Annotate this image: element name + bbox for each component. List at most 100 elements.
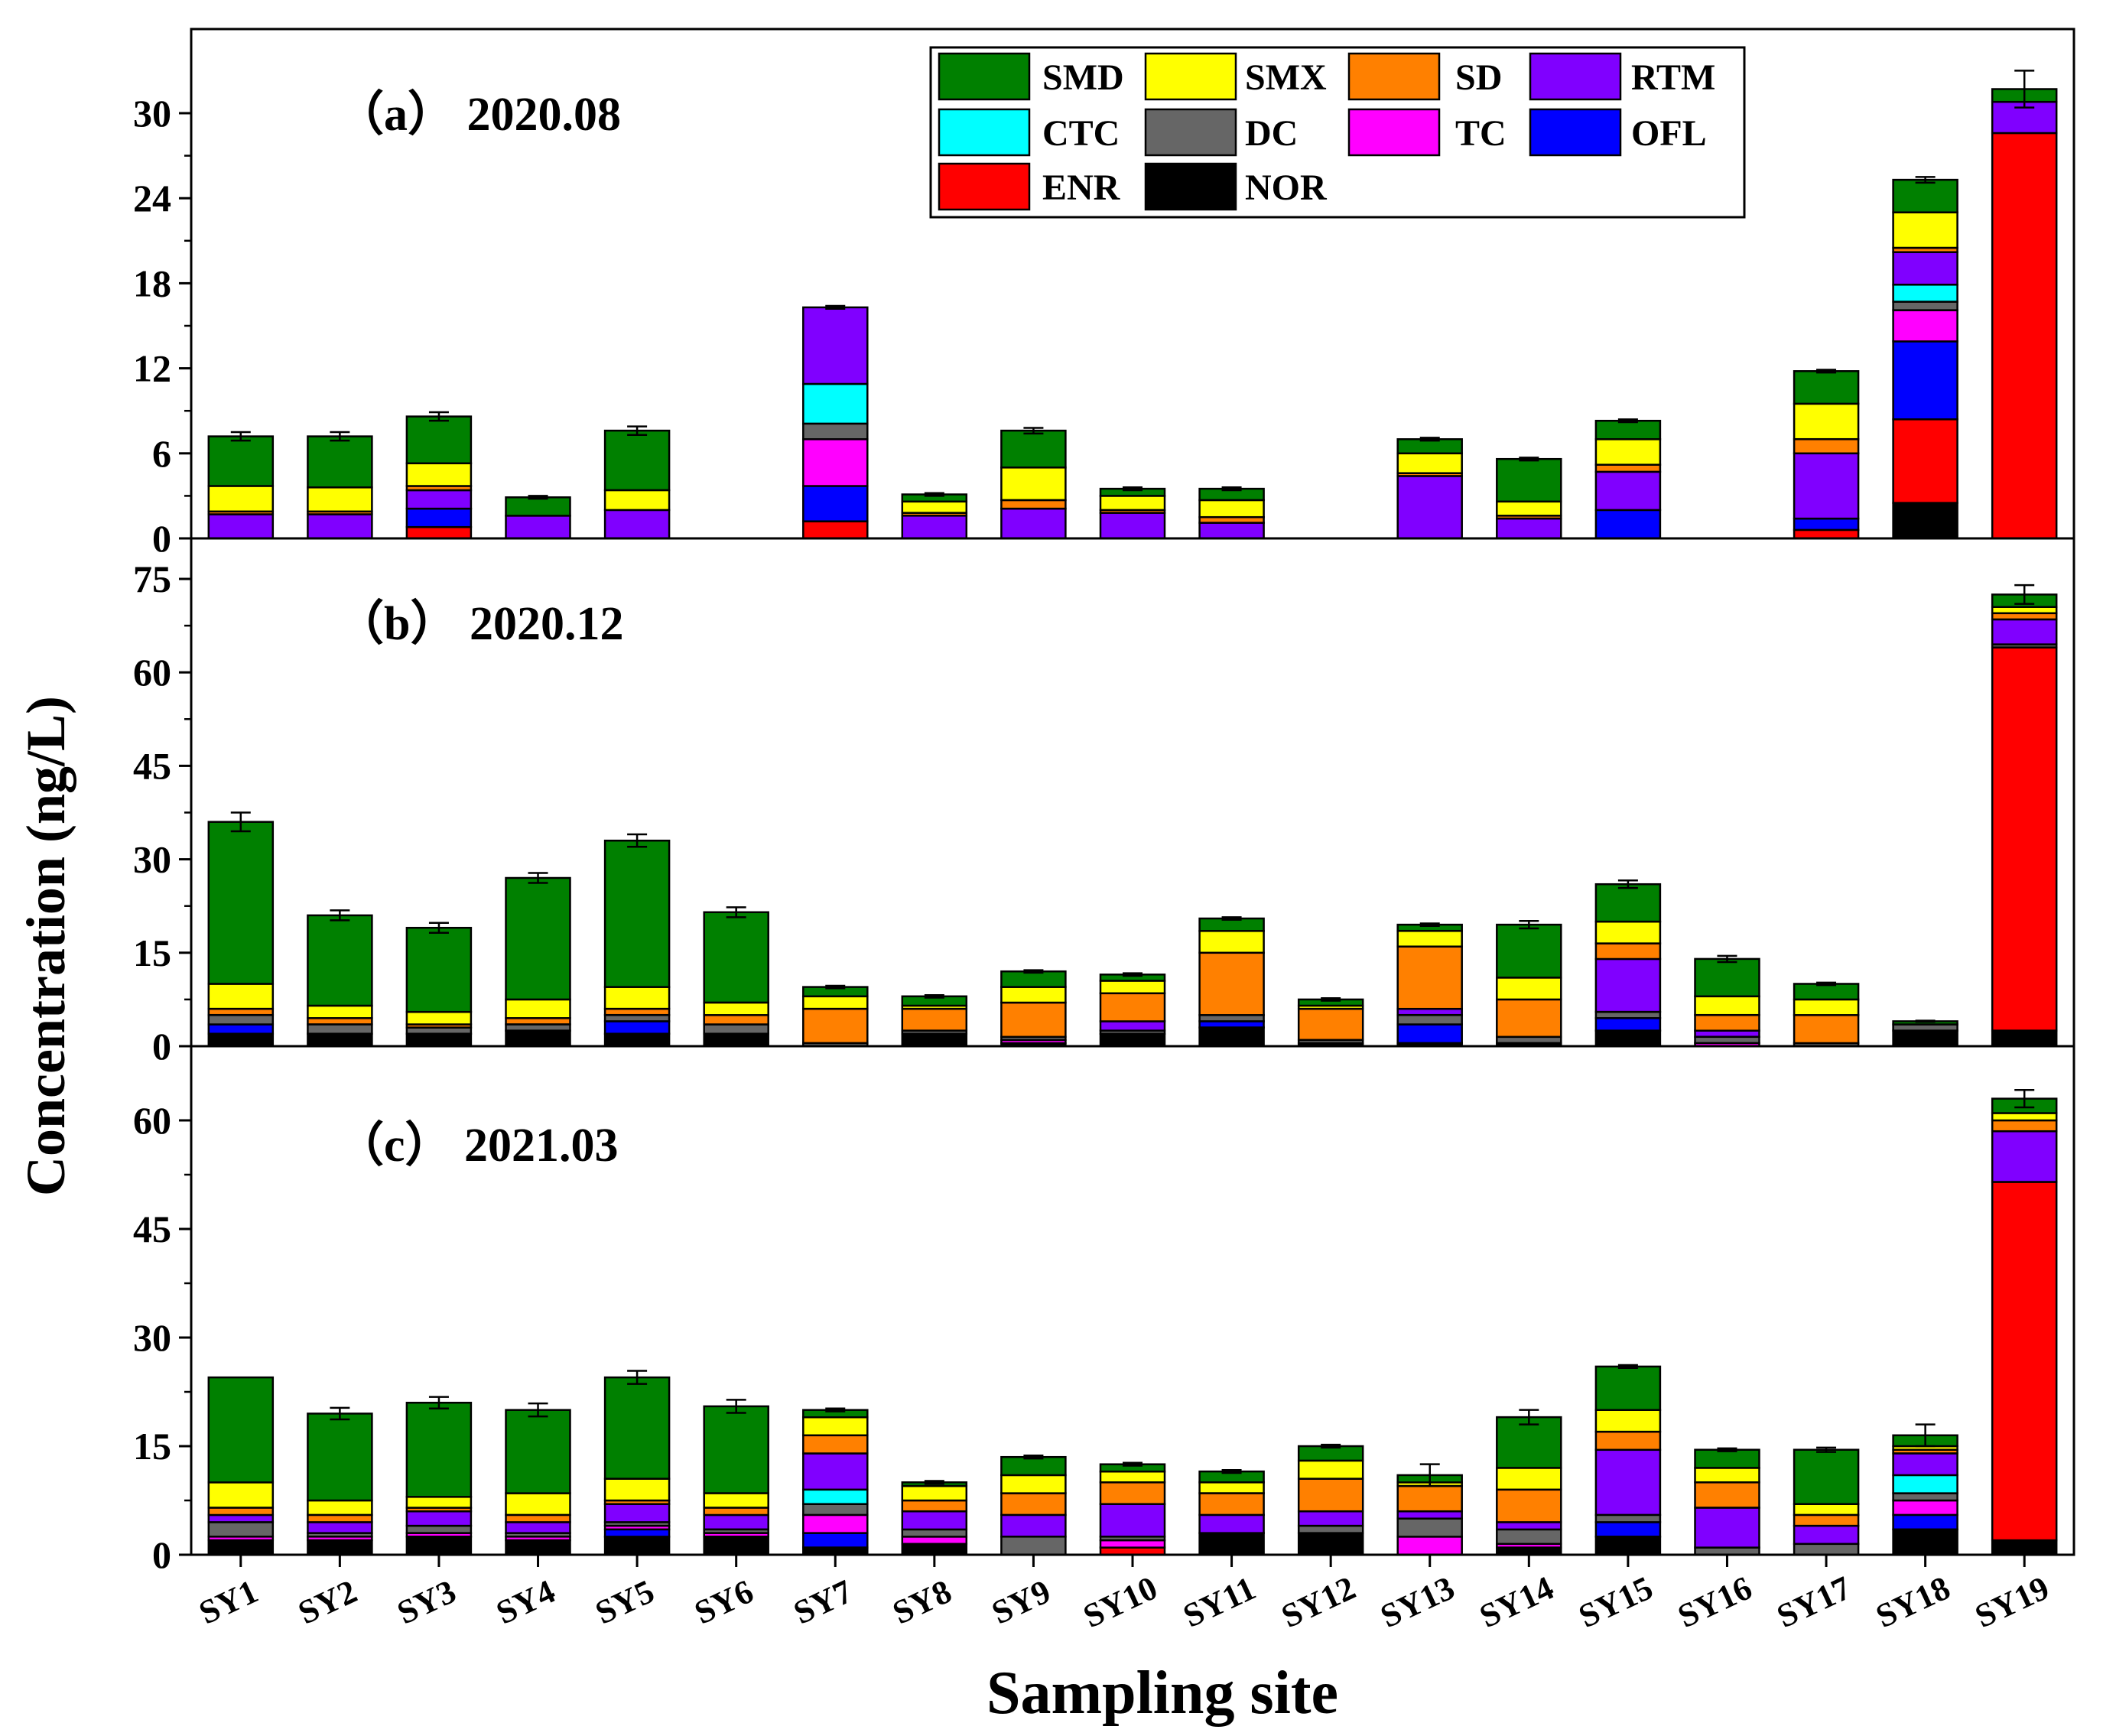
bar-segment-dc-sy15: [1594, 1010, 1662, 1019]
bar-segment-smx-sy1: [207, 983, 275, 1010]
bar-stack-SY1: [207, 811, 275, 1048]
bar-stack-SY2: [307, 431, 373, 540]
bar-segment-smd-sy17: [1793, 370, 1860, 405]
bar-segment-rtm-sy17: [1793, 1524, 1860, 1546]
bar-segment-nor-sy12: [1297, 1532, 1364, 1556]
bar-segment-ofl-sy15: [1594, 1521, 1662, 1538]
bar-segment-nor-sy15: [1594, 1029, 1662, 1048]
bar-segment-ofl-sy5: [603, 1528, 671, 1538]
bar-stack-SY15: [1594, 418, 1662, 540]
bar-segment-rtm-sy14: [1496, 1521, 1562, 1531]
bar-segment-ofl-sy13: [1396, 1023, 1463, 1045]
bar-segment-dc-sy6: [703, 1023, 769, 1035]
bar-segment-smx-sy9: [1000, 1474, 1067, 1494]
bar-segment-dc-sy16: [1694, 1035, 1760, 1045]
bar-segment-dc-sy18: [1892, 301, 1958, 311]
legend-swatch-enr: [938, 162, 1031, 211]
panel-label: （c） 2021.03: [336, 1118, 619, 1172]
bar-segment-dc-sy5: [603, 1014, 671, 1022]
bar-segment-rtm-sy15: [1594, 1448, 1662, 1517]
bar-segment-nor-sy8: [901, 1543, 968, 1556]
bar-segment-smx-sy2: [307, 486, 373, 513]
bar-segment-smx-sy11: [1198, 930, 1265, 954]
bar-stack-SY7: [802, 1407, 869, 1556]
bar-segment-rtm-sy11: [1198, 522, 1265, 540]
y-tick-label: 30: [133, 1316, 171, 1359]
bar-segment-dc-sy9: [1000, 1536, 1067, 1556]
bar-segment-rtm-sy18: [1892, 1452, 1958, 1477]
bar-stack-SY3: [405, 411, 473, 540]
bar-segment-smx-sy1: [207, 485, 275, 513]
legend-label-smd: SMD: [1042, 57, 1124, 98]
bar-segment-enr-sy19: [1991, 646, 2058, 1032]
bar-segment-sd-sy17: [1793, 1014, 1860, 1045]
bar-segment-smd-sy9: [1000, 1455, 1067, 1477]
bar-stack-SY9: [1000, 1455, 1067, 1556]
bar-stack-SY19: [1991, 1088, 2058, 1556]
bar-segment-smx-sy7: [802, 1416, 869, 1437]
bar-segment-ofl-sy17: [1793, 517, 1860, 532]
bar-segment-sd-sy17: [1793, 1513, 1860, 1527]
bar-segment-smx-sy16: [1694, 1467, 1760, 1484]
bar-segment-smx-sy5: [603, 489, 671, 512]
bar-segment-dc-sy14: [1496, 1528, 1562, 1546]
bar-segment-sd-sy14: [1496, 998, 1562, 1039]
bar-segment-ofl-sy7: [802, 485, 869, 522]
bar-segment-smx-sy17: [1793, 402, 1860, 441]
bar-segment-smd-sy15: [1594, 883, 1662, 923]
bar-segment-sd-sy11: [1198, 951, 1265, 1016]
bar-segment-sd-sy15: [1594, 463, 1662, 473]
bar-segment-nor-sy5: [603, 1032, 671, 1048]
panel-2: 0 15 30 45 60 75 （b） 2020.12: [133, 537, 2075, 1068]
bar-segment-sd-sy7: [802, 1434, 869, 1455]
bar-segment-dc-sy13: [1396, 1517, 1463, 1538]
bar-segment-tc-sy7: [802, 1513, 869, 1534]
bar-segment-ofl-sy7: [802, 1532, 869, 1549]
legend-swatch-nor: [1144, 162, 1237, 211]
bar-segment-smd-sy17: [1793, 1448, 1860, 1505]
bar-segment-smd-sy3: [405, 926, 473, 1013]
bar-segment-smx-sy3: [405, 1496, 473, 1509]
bar-segment-nor-sy4: [505, 1029, 571, 1048]
bar-segment-sd-sy7: [802, 1007, 869, 1045]
bar-stack-SY8: [901, 492, 968, 540]
y-tick-label: 30: [133, 92, 171, 135]
bar-segment-rtm-sy3: [405, 1510, 473, 1527]
bar-stack-SY15: [1594, 879, 1662, 1048]
bar-segment-rtm-sy17: [1793, 452, 1860, 520]
legend-swatch-ofl: [1529, 108, 1622, 157]
bar-segment-sd-sy8: [901, 1007, 968, 1032]
bar-segment-rtm-sy15: [1594, 470, 1662, 512]
bar-segment-smd-sy4: [505, 876, 571, 1001]
bar-segment-rtm-sy1: [207, 513, 275, 540]
bar-segment-dc-sy4: [505, 1023, 571, 1032]
bar-segment-rtm-sy2: [307, 1521, 373, 1534]
legend-label-ctc: CTC: [1042, 113, 1120, 154]
bar-segment-smx-sy14: [1496, 500, 1562, 517]
bar-segment-smd-sy16: [1694, 957, 1760, 998]
bar-segment-rtm-sy10: [1099, 1020, 1166, 1032]
bar-segment-smx-sy14: [1496, 977, 1562, 1001]
bar-segment-ofl-sy5: [603, 1020, 671, 1035]
bar-segment-nor-sy2: [307, 1539, 373, 1556]
bar-stack-SY16: [1694, 1447, 1760, 1556]
bar-segment-smx-sy9: [1000, 467, 1067, 502]
bar-segment-nor-sy19: [1991, 1539, 2058, 1556]
bar-segment-smd-sy5: [603, 429, 671, 492]
bar-segment-nor-sy18: [1892, 1528, 1958, 1556]
bar-segment-rtm-sy12: [1297, 1510, 1364, 1527]
bar-segment-smx-sy3: [405, 462, 473, 487]
bar-segment-tc-sy10: [1099, 1539, 1166, 1549]
bar-segment-smd-sy1: [207, 435, 275, 487]
bar-segment-rtm-sy1: [207, 1513, 275, 1523]
y-tick-label: 18: [133, 262, 171, 304]
bar-segment-tc-sy18: [1892, 1499, 1958, 1517]
bar-segment-sd-sy15: [1594, 942, 1662, 961]
bar-segment-smd-sy9: [1000, 970, 1067, 988]
bar-stack-SY19: [1991, 584, 2058, 1048]
bar-segment-smd-sy14: [1496, 1416, 1562, 1469]
bar-segment-smx-sy11: [1198, 499, 1265, 519]
bar-segment-enr-sy19: [1991, 1181, 2058, 1542]
bar-segment-smd-sy6: [703, 1405, 769, 1494]
bar-segment-smd-sy2: [307, 914, 373, 1007]
